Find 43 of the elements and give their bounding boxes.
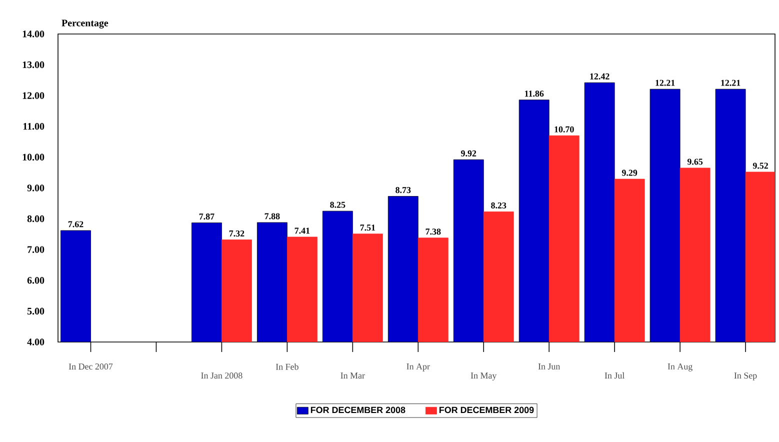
y-tick-label: 6.00 [27,277,44,284]
x-tick-label: In Feb [276,364,298,370]
data-label: 9.52 [752,162,768,169]
data-label: 11.86 [524,90,544,97]
data-label: 8.73 [396,187,411,194]
x-tick-label: In Sep [734,372,757,380]
data-label: 9.92 [461,150,476,156]
legend-label: FOR DECEMBER 2008 [310,406,406,414]
x-tick-label: In Jan 2008 [201,372,242,379]
y-tick-label: 11.00 [23,123,44,130]
y-tick-label: 10.00 [22,154,44,161]
x-tick-label: In Jun [538,364,560,370]
data-label: 12.42 [590,73,610,80]
data-label: 9.65 [687,158,703,165]
data-label: 7.51 [360,224,376,231]
y-tick-label: 4.00 [27,338,44,346]
data-label: 7.87 [199,214,214,220]
data-label: 7.41 [294,228,310,234]
data-label: 12.21 [721,80,740,86]
y-tick-label: 8.00 [27,215,44,222]
x-tick-label: In Dec 2007 [68,364,113,370]
y-tick-label: 13.00 [22,61,44,68]
y-tick-label: 14.00 [22,30,44,38]
x-tick-label: In Mar [340,372,365,379]
data-label: 8.23 [491,202,506,209]
data-label: 10.70 [554,126,574,132]
y-tick-label: 12.00 [22,92,44,99]
y-tick-label: 5.00 [27,308,44,315]
y-axis-title: Percentage [62,20,108,28]
data-label: 7.62 [68,221,84,228]
legend-label: FOR DECEMBER 2009 [439,406,534,414]
y-tick-label: 7.00 [28,246,44,253]
data-label: 7.38 [426,228,441,235]
data-label: 9.29 [622,170,638,176]
data-label: 12.21 [656,80,675,86]
x-tick-label: In May [470,372,497,380]
data-label: 8.25 [330,202,346,208]
y-tick-label: 9.00 [27,184,44,192]
data-label: 7.88 [264,213,280,220]
x-tick-label: In Aug [668,364,692,372]
data-label: 7.32 [229,230,244,237]
x-tick-label: In Jul [604,372,624,379]
x-tick-label: In Apr [406,364,430,372]
